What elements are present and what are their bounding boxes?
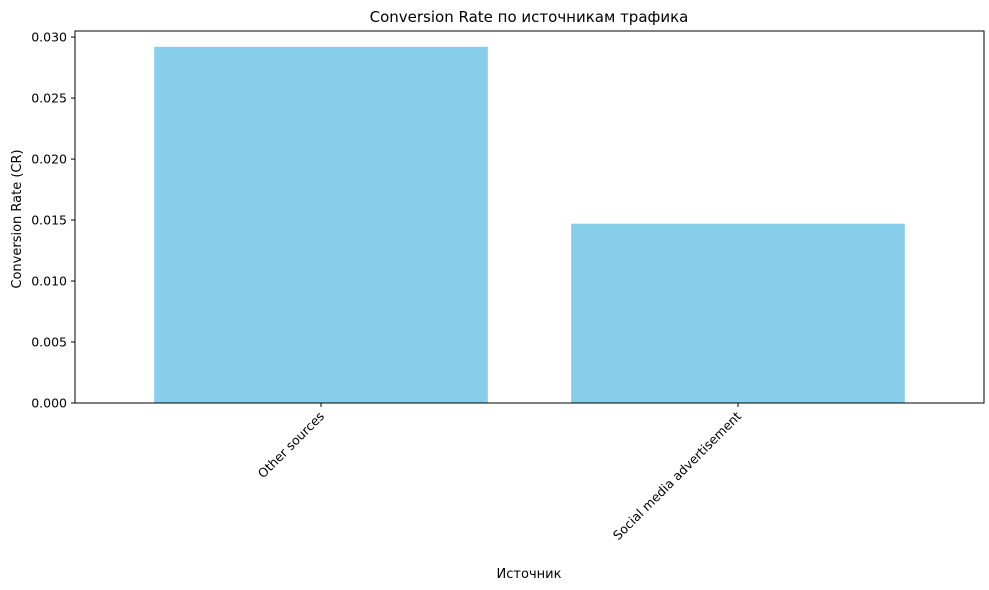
y-tick-label-4: 0.020 bbox=[31, 152, 67, 167]
bars-layer bbox=[154, 46, 905, 404]
y-tick-label-5: 0.025 bbox=[31, 91, 67, 106]
bar-0 bbox=[154, 46, 488, 404]
y-tick-label-6: 0.030 bbox=[31, 30, 67, 45]
chart-title: Conversion Rate по источникам трафика bbox=[370, 8, 689, 26]
bar-1 bbox=[571, 223, 905, 403]
y-tick-label-0: 0.000 bbox=[31, 396, 67, 411]
y-axis: 0.000 0.005 0.010 0.015 0.020 0.025 0.030 bbox=[31, 30, 75, 411]
y-tick-label-3: 0.015 bbox=[31, 213, 67, 228]
x-axis-title: Источник bbox=[497, 567, 562, 582]
y-axis-title: Conversion Rate (CR) bbox=[10, 149, 25, 288]
y-tick-label-2: 0.010 bbox=[31, 274, 67, 289]
y-tick-label-1: 0.005 bbox=[31, 335, 67, 350]
plot-frame bbox=[74, 30, 985, 404]
